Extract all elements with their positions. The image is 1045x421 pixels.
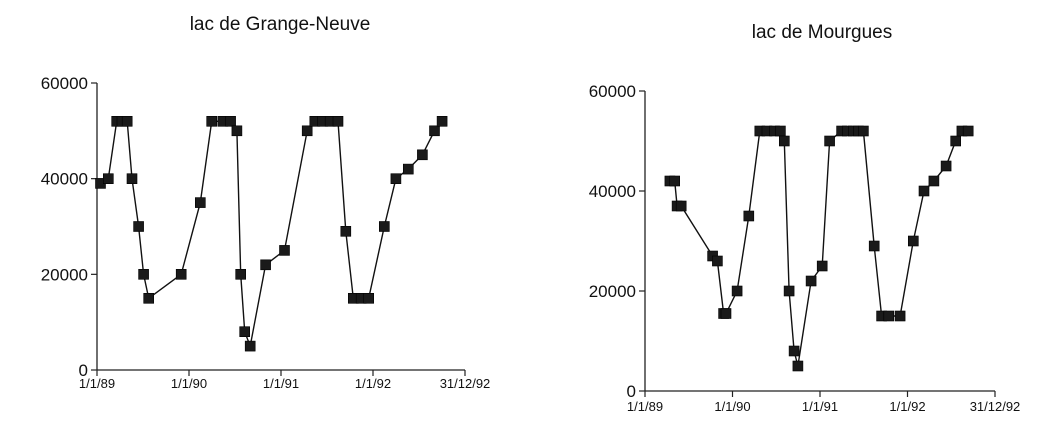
data-point bbox=[918, 185, 930, 197]
y-tick-label: 40000 bbox=[589, 182, 636, 201]
data-point bbox=[244, 340, 256, 352]
data-point bbox=[133, 221, 144, 232]
data-point bbox=[792, 360, 804, 372]
x-ticks: 1/1/89 1/1/90 1/1/91 1/1/92 31/12/92 bbox=[79, 370, 490, 391]
data-point bbox=[775, 125, 786, 137]
data-point bbox=[816, 260, 828, 272]
x-tick-label: 1/1/91 bbox=[263, 376, 299, 391]
data-point bbox=[950, 135, 962, 147]
y-tick-label: 40000 bbox=[41, 170, 88, 189]
data-point bbox=[883, 310, 895, 322]
data-point bbox=[778, 135, 790, 147]
data-point bbox=[824, 135, 835, 147]
data-point bbox=[332, 116, 344, 127]
x-ticks: 1/1/89 1/1/90 1/1/91 1/1/92 31/12/92 bbox=[627, 391, 1020, 414]
chart-title: lac de Grange-Neuve bbox=[190, 14, 371, 35]
data-point bbox=[121, 116, 133, 127]
data-point bbox=[206, 116, 217, 127]
data-point bbox=[417, 149, 428, 161]
data-point bbox=[195, 197, 206, 208]
chart-grange-neuve: lac de Grange-Neuve 0 20000 40000 60000 1/1… bbox=[41, 14, 491, 391]
x-tick-label: 1/1/89 bbox=[627, 399, 663, 414]
y-tick-label: 0 bbox=[79, 361, 88, 380]
data-point bbox=[175, 268, 187, 280]
data-point bbox=[301, 125, 313, 137]
series-mourgues bbox=[664, 125, 974, 372]
data-point bbox=[783, 285, 795, 297]
y-tick-label: 60000 bbox=[589, 82, 636, 101]
data-point bbox=[712, 255, 723, 267]
data-point bbox=[126, 173, 138, 184]
data-point bbox=[363, 292, 375, 304]
x-tick-label: 1/1/90 bbox=[171, 376, 207, 391]
series-grange-neuve bbox=[95, 116, 448, 352]
y-tick-label: 20000 bbox=[41, 265, 88, 284]
x-tick-label: 31/12/92 bbox=[970, 399, 1021, 414]
data-point bbox=[231, 125, 243, 137]
x-tick-label: 1/1/91 bbox=[802, 399, 838, 414]
data-point bbox=[436, 116, 448, 127]
data-point bbox=[868, 240, 880, 252]
data-point bbox=[260, 259, 271, 271]
data-point bbox=[279, 245, 290, 256]
series-line bbox=[669, 130, 969, 367]
x-tick-label: 1/1/89 bbox=[79, 376, 115, 391]
x-tick-label: 1/1/92 bbox=[355, 376, 391, 391]
data-point bbox=[940, 160, 952, 172]
x-tick-label: 1/1/92 bbox=[889, 399, 925, 414]
data-point bbox=[805, 275, 817, 287]
data-point bbox=[143, 292, 154, 304]
data-point bbox=[788, 345, 800, 357]
x-tick-label: 31/12/92 bbox=[440, 376, 491, 391]
y-tick-label: 0 bbox=[627, 382, 636, 401]
data-point bbox=[894, 310, 906, 322]
data-point bbox=[675, 200, 687, 212]
series-line bbox=[100, 120, 443, 349]
data-point bbox=[720, 308, 732, 319]
data-point bbox=[225, 116, 236, 127]
data-point bbox=[340, 226, 352, 237]
data-point bbox=[103, 173, 114, 184]
data-point bbox=[239, 326, 250, 338]
data-point bbox=[743, 210, 755, 222]
data-point bbox=[962, 125, 974, 137]
data-point bbox=[907, 235, 919, 247]
y-tick-label: 20000 bbox=[589, 282, 636, 301]
y-tick-label: 60000 bbox=[41, 74, 88, 93]
data-point bbox=[235, 268, 246, 280]
y-ticks: 0 20000 40000 60000 bbox=[589, 82, 645, 401]
data-point bbox=[402, 163, 414, 175]
data-point bbox=[928, 175, 940, 187]
data-point bbox=[731, 285, 743, 297]
chart-title: lac de Mourgues bbox=[752, 22, 892, 43]
y-ticks: 0 20000 40000 60000 bbox=[41, 74, 97, 380]
data-point bbox=[429, 125, 440, 137]
data-point bbox=[669, 175, 681, 187]
x-tick-label: 1/1/90 bbox=[714, 399, 750, 414]
data-point bbox=[378, 221, 390, 232]
data-point bbox=[390, 173, 402, 184]
data-point bbox=[858, 125, 869, 137]
data-point bbox=[138, 268, 149, 280]
